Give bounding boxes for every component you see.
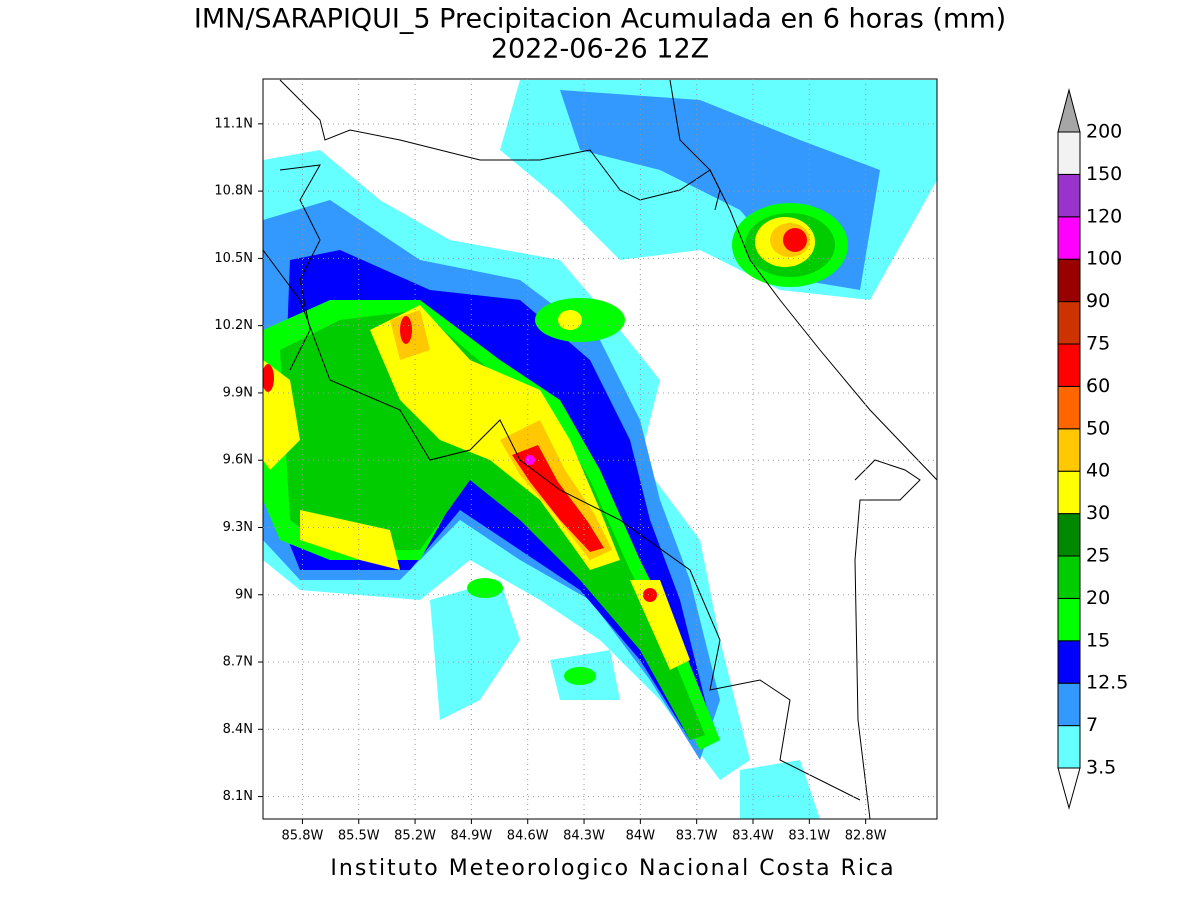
y-tick-label: 9.6N (223, 453, 253, 468)
title: IMN/SARAPIQUI_5 Precipitacion Acumulada … (194, 4, 1006, 35)
x-tick-label: 83.7W (676, 829, 718, 844)
colorbar-band (1057, 513, 1081, 557)
colorbar-band (1057, 216, 1081, 260)
y-tick-label: 10.8N (214, 184, 253, 199)
colorbar-label: 25 (1086, 545, 1110, 567)
y-tick-label: 8.4N (223, 722, 253, 737)
y-tick-label: 10.2N (214, 318, 253, 333)
x-tick-label: 84.3W (563, 829, 605, 844)
colorbar-label: 200 (1086, 121, 1122, 143)
x-tick-label: 85.5W (338, 829, 380, 844)
map-frame (262, 78, 938, 820)
colorbar-band (1057, 173, 1081, 218)
colorbar-band (1057, 470, 1081, 515)
x-tick-label: 85.2W (394, 829, 436, 844)
subtitle: 2022-06-26 12Z (491, 34, 709, 65)
colorbar-label: 12.5 (1086, 672, 1128, 694)
colorbar-band (1057, 343, 1081, 387)
y-tick-label: 11.1N (214, 116, 253, 131)
x-tick-label: 85.8W (282, 829, 324, 844)
x-tick-label: 82.8W (845, 829, 887, 844)
colorbar-label: 3.5 (1086, 757, 1116, 779)
colorbar-band (1057, 597, 1081, 642)
colorbar-band (1057, 555, 1081, 599)
y-tick-label: 8.7N (223, 655, 253, 670)
colorbar-label: 50 (1086, 417, 1110, 439)
colorbar-above (1057, 88, 1081, 133)
colorbar-label: 60 (1086, 375, 1110, 397)
x-tick-label: 83.4W (732, 829, 774, 844)
colorbar-band (1057, 428, 1081, 472)
colorbar-label: 90 (1086, 290, 1110, 312)
colorbar-band (1057, 682, 1081, 727)
colorbar-label: 40 (1086, 460, 1110, 482)
x-tick-label: 84.9W (450, 829, 492, 844)
colorbar-label: 7 (1086, 714, 1098, 736)
colorbar-band (1057, 131, 1081, 175)
colorbar-label: 20 (1086, 587, 1110, 609)
colorbar-band (1057, 301, 1081, 345)
footer: Instituto Meteorologico Nacional Costa R… (330, 856, 895, 881)
colorbar-label: 100 (1086, 248, 1122, 270)
y-tick-label: 9.9N (223, 385, 253, 400)
coastlines (263, 79, 937, 819)
colorbar-band (1057, 640, 1081, 684)
colorbar-label: 75 (1086, 333, 1110, 355)
colorbar-band (1057, 725, 1081, 769)
colorbar-label: 150 (1086, 163, 1122, 185)
x-tick-label: 84W (626, 829, 656, 844)
x-tick-label: 83.1W (788, 829, 830, 844)
y-tick-label: 8.1N (223, 789, 253, 804)
colorbar-label: 120 (1086, 205, 1122, 227)
x-tick-label: 84.6W (507, 829, 549, 844)
colorbar-label: 30 (1086, 502, 1110, 524)
y-tick-label: 10.5N (214, 251, 253, 266)
colorbar-band (1057, 385, 1081, 430)
colorbar-label: 15 (1086, 629, 1110, 651)
colorbar-below (1057, 767, 1081, 810)
colorbar-band (1057, 258, 1081, 303)
y-tick-label: 9N (235, 587, 253, 602)
y-tick-label: 9.3N (223, 520, 253, 535)
